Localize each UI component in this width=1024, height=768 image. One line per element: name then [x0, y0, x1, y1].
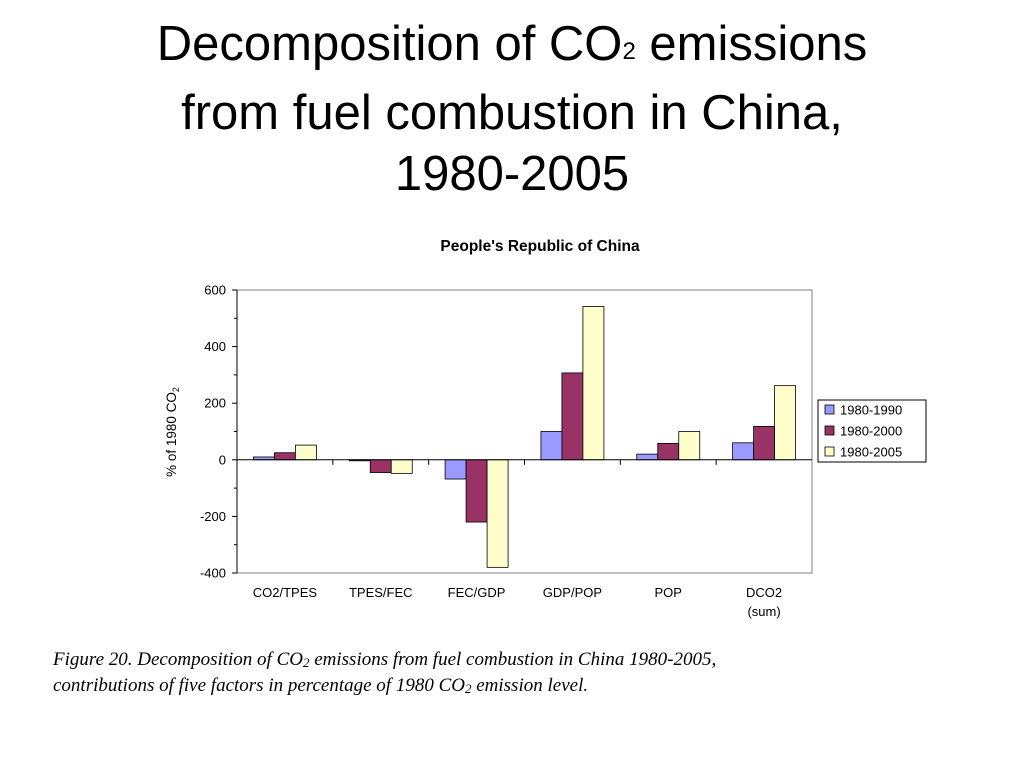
bar-1980-2005-DCO2	[774, 385, 796, 461]
bar-1980-1990-FEC/GDP	[444, 459, 467, 480]
legend-swatch	[824, 404, 835, 415]
bar-chart: People's Republic of China 600 400 200 0 -20…	[164, 238, 927, 619]
caption-line-1: Figure 20. Decomposition of CO2 emission…	[53, 649, 717, 670]
bar-1980-1990-POP	[636, 453, 659, 461]
bar-1980-2005-GDP/POP	[582, 306, 605, 461]
legend-swatch	[824, 446, 835, 457]
x-tick-label: POP	[655, 585, 682, 600]
legend-frame	[817, 399, 927, 463]
bar-1980-2000-DCO2	[753, 426, 775, 461]
chart-title: People's Republic of China	[440, 238, 640, 255]
legend: 1980-1990 1980-2000 1980-2005	[817, 399, 927, 463]
x-tick-label: GDP/POP	[543, 585, 602, 600]
bar-1980-1990-DCO2	[732, 442, 754, 461]
x-tick-label: FEC/GDP	[448, 585, 506, 600]
x-tick-label: CO2/TPES	[253, 585, 318, 600]
bar-1980-2005-FEC/GDP	[486, 459, 509, 568]
x-tick-label: TPES/FEC	[349, 585, 413, 600]
bar-1980-2000-POP	[657, 442, 680, 461]
figure-caption: Figure 20. Decomposition of CO2 emission…	[53, 647, 1013, 699]
y-tick-label: 200	[204, 396, 226, 411]
y-axis-label: % of 1980 CO2	[164, 387, 181, 477]
bars	[253, 306, 796, 568]
bar-1980-2005-TPES/FEC	[390, 459, 413, 474]
x-axis: CO2/TPES TPES/FEC FEC/GDP GDP/POP POP DCO2 (su…	[253, 459, 782, 619]
legend-swatch	[824, 425, 835, 436]
bar-1980-2000-FEC/GDP	[465, 459, 488, 523]
legend-label: 1980-1990	[840, 403, 902, 418]
bar-1980-2005-POP	[678, 431, 701, 461]
caption-line-2: contributions of five factors in percent…	[53, 675, 589, 696]
bar-1980-2000-CO2/TPES	[274, 452, 296, 461]
y-axis: 600 400 200 0 -200 -400	[200, 283, 238, 581]
y-tick-label: -400	[200, 566, 226, 581]
title-line-2: from fuel combustion in China,	[181, 86, 843, 140]
legend-label: 1980-2000	[840, 424, 902, 439]
bar-1980-1990-GDP/POP	[540, 431, 563, 461]
y-tick-label: -200	[200, 509, 226, 524]
bar-1980-2000-TPES/FEC	[369, 459, 392, 473]
title-line-3: 1980-2005	[394, 147, 630, 201]
y-tick-label: 600	[204, 283, 226, 298]
slide-title: Decomposition of CO2 emissions from fuel…	[0, 14, 1024, 205]
bar-1980-2000-GDP/POP	[561, 372, 584, 461]
y-tick-label: 400	[204, 339, 226, 354]
x-tick-label: DCO2	[746, 585, 782, 600]
legend-label: 1980-2005	[840, 445, 902, 460]
x-tick-label-line2: (sum)	[747, 604, 780, 619]
bar-1980-2005-CO2/TPES	[295, 444, 317, 461]
y-tick-label: 0	[219, 452, 226, 467]
title-line-1: Decomposition of CO2 emissions	[156, 17, 868, 71]
plot-area-frame	[236, 289, 813, 574]
